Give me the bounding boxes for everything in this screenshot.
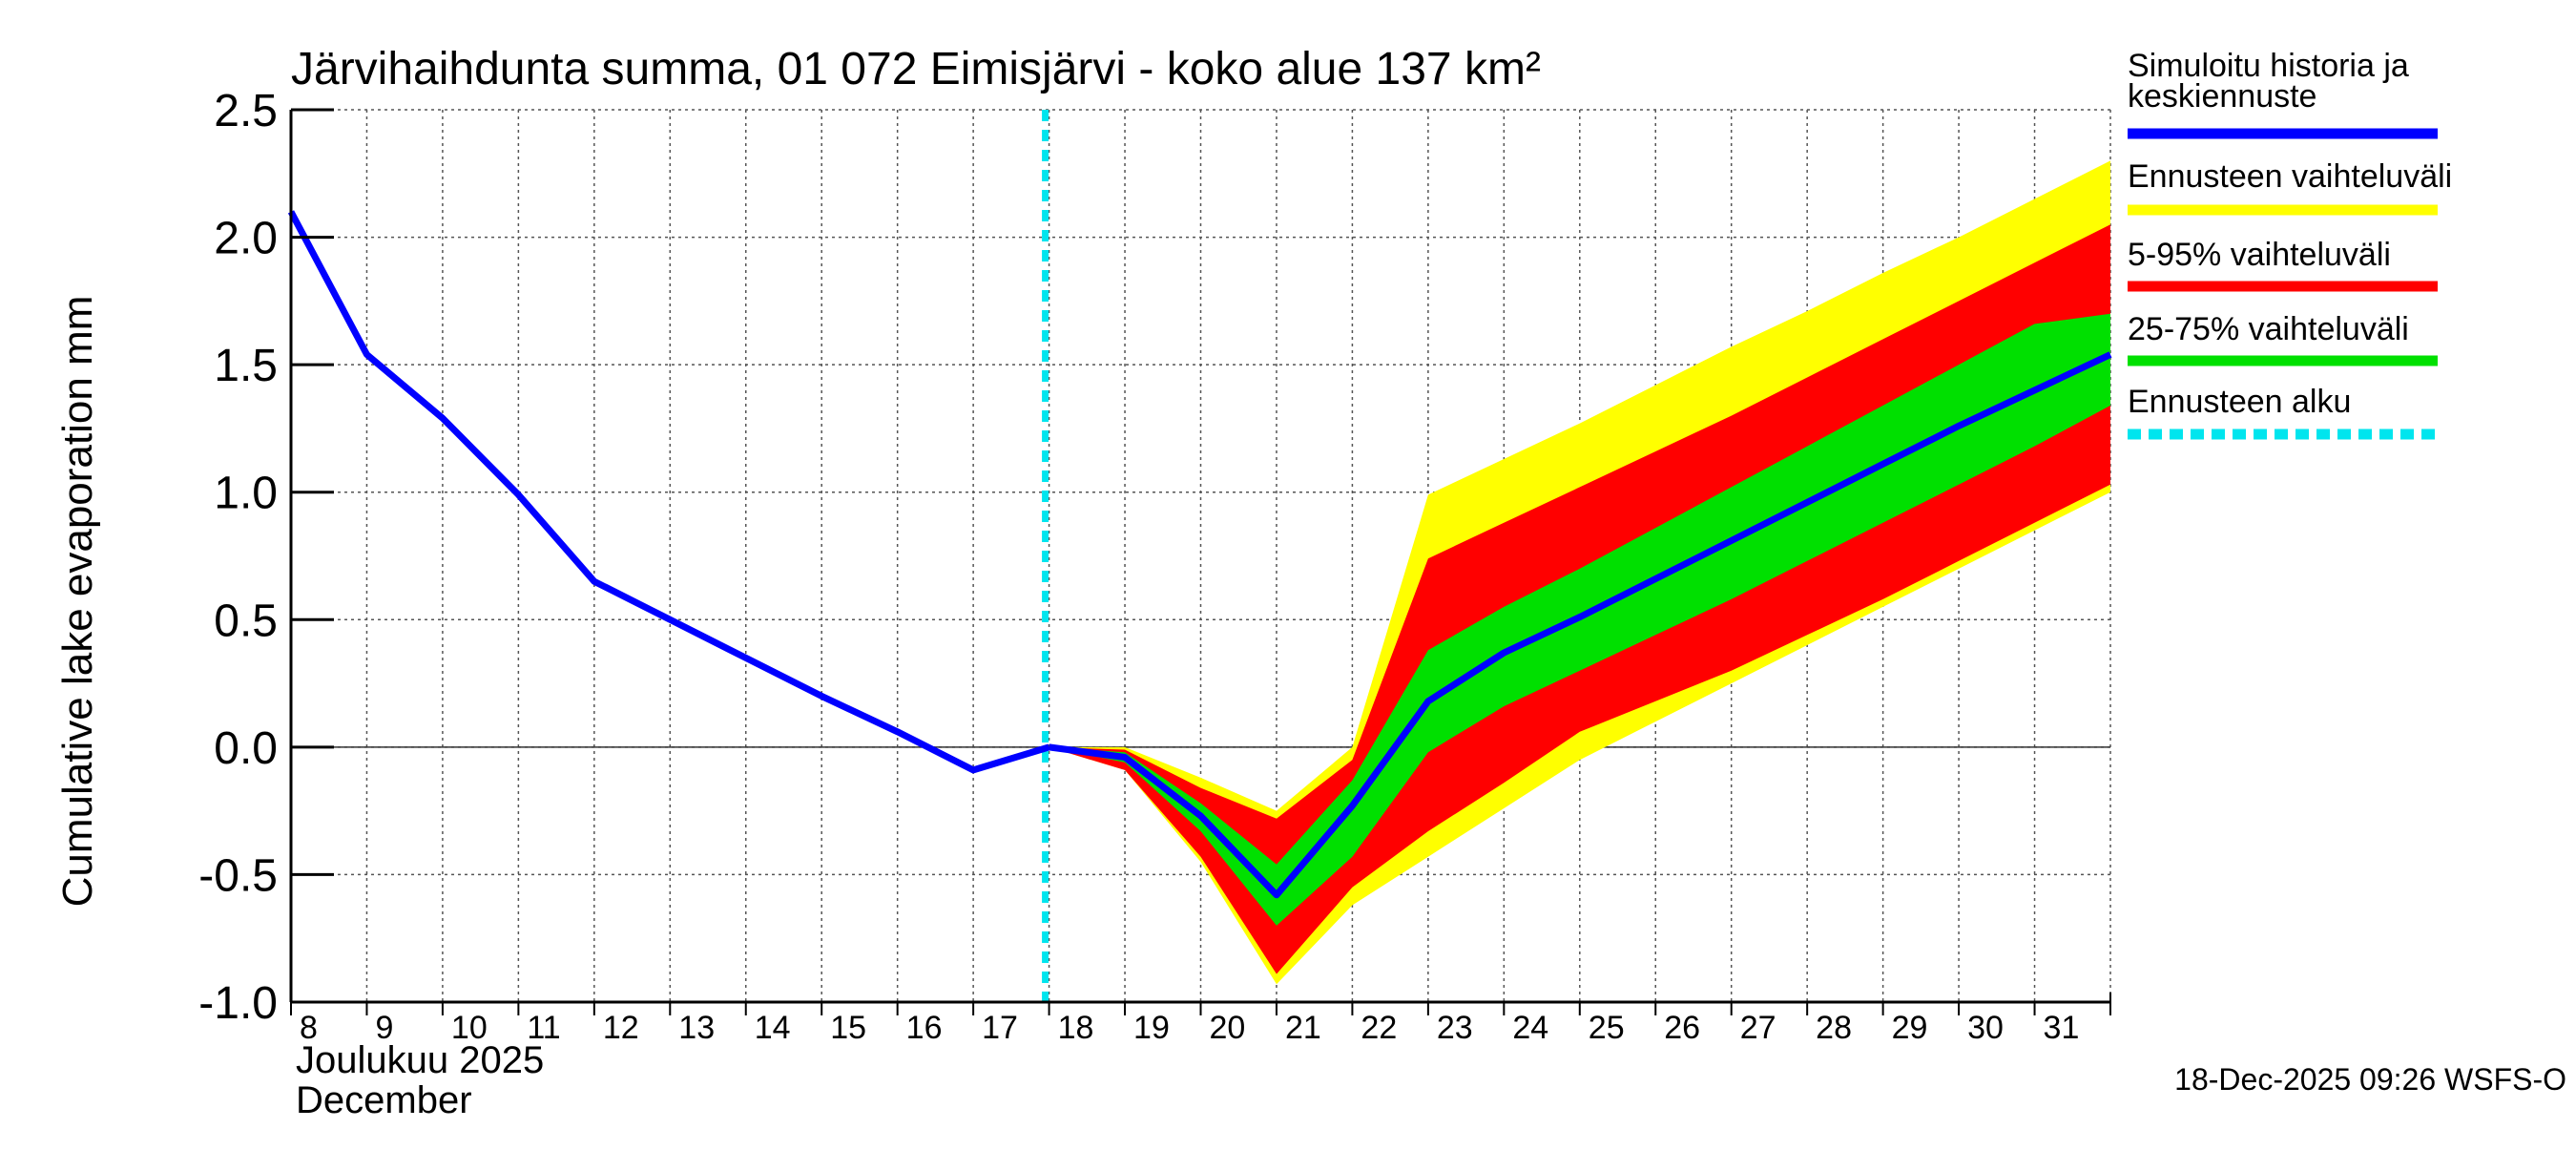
y-tick-label: 0.5 — [214, 596, 278, 646]
x-tick-label: 17 — [982, 1010, 1018, 1046]
series-lines — [287, 110, 2112, 1002]
x-tick-label: 24 — [1512, 1010, 1548, 1046]
x-tick-label: 28 — [1816, 1010, 1852, 1046]
x-tick-label: 16 — [906, 1010, 943, 1046]
x-tick-label: 21 — [1285, 1010, 1321, 1046]
legend: Simuloitu historia ja keskiennuste Ennuste… — [2128, 48, 2452, 440]
x-tick-label: 27 — [1740, 1010, 1776, 1046]
x-tick-label: 19 — [1133, 1010, 1170, 1046]
month-label-fi: Joulukuu 2025 — [296, 1039, 544, 1081]
x-tick-label: 26 — [1664, 1010, 1700, 1046]
x-tick-label: 25 — [1589, 1010, 1625, 1046]
axes — [289, 108, 2111, 1015]
x-tick-label: 20 — [1210, 1010, 1246, 1046]
y-tick-label: 1.0 — [214, 469, 278, 519]
legend-label: Simuloitu historia ja keskiennuste — [2128, 48, 2409, 115]
x-tick-label: 23 — [1437, 1010, 1473, 1046]
legend-label-line: keskiennuste — [2128, 78, 2316, 115]
x-tick-label: 14 — [755, 1010, 791, 1046]
history-line — [287, 210, 1050, 774]
grid — [291, 109, 2111, 1002]
y-tick-label: -0.5 — [198, 850, 278, 901]
x-tick-label: 9 — [375, 1010, 393, 1046]
chart-title: Järvihaihdunta summa, 01 072 Eimisjärvi … — [291, 44, 1541, 94]
y-tick-label: 2.5 — [214, 86, 278, 136]
x-tick-label: 18 — [1058, 1010, 1094, 1046]
x-tick-label: 30 — [1967, 1010, 2004, 1046]
y-tick-label: 1.5 — [214, 341, 278, 391]
y-tick-label: -1.0 — [198, 978, 278, 1029]
x-tick-label: 29 — [1892, 1010, 1928, 1046]
y-axis-label: Cumulative lake evaporation mm — [54, 296, 101, 908]
x-tick-label: 22 — [1361, 1010, 1397, 1046]
x-tick-labels: 8 9 10 11 12 13 14 15 16 17 18 19 20 21 22 23 24 25 26 27 28… — [300, 1010, 2079, 1046]
x-tick-label: 11 — [527, 1010, 560, 1046]
legend-label: Ennusteen vaihteluväli — [2128, 158, 2452, 195]
legend-label: 5-95% vaihteluväli — [2128, 237, 2391, 273]
median-forecast-line — [1049, 351, 2112, 899]
x-tick-label: 12 — [603, 1010, 639, 1046]
x-tick-label: 13 — [678, 1010, 715, 1046]
y-tick-label: 2.0 — [214, 214, 278, 264]
x-tick-label: 8 — [300, 1010, 318, 1046]
legend-label: 25-75% vaihteluväli — [2128, 311, 2409, 347]
x-tick-label: 15 — [830, 1010, 866, 1046]
y-tick-label: 0.0 — [214, 723, 278, 774]
footer-timestamp: 18-Dec-2025 09:26 WSFS-O — [2174, 1062, 2566, 1097]
x-tick-label: 31 — [2044, 1010, 2080, 1046]
legend-label-line: Simuloitu historia ja — [2128, 48, 2409, 84]
legend-label: Ennusteen alku — [2128, 384, 2351, 420]
y-tick-labels: 2.5 2.0 1.5 1.0 0.5 0.0 -0.5 -1.0 — [198, 86, 278, 1029]
month-label-en: December — [296, 1079, 472, 1121]
x-tick-label: 10 — [451, 1010, 488, 1046]
